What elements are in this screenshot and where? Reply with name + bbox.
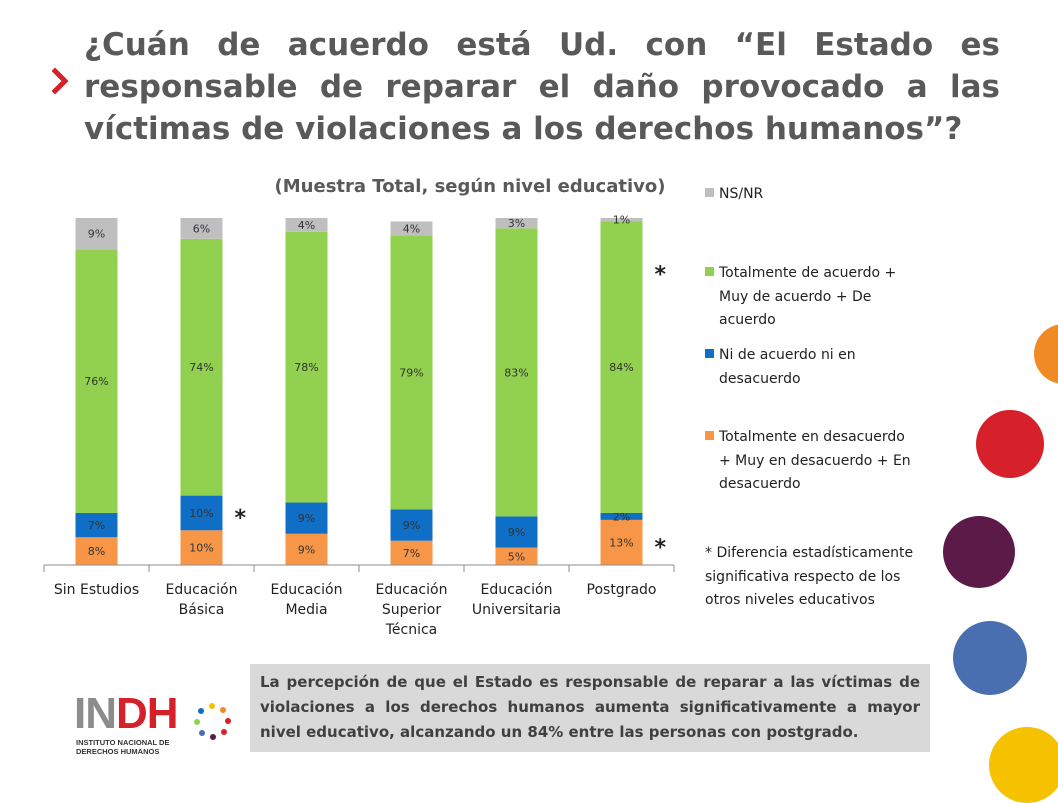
data-label-disagree-sin-estudios: 8% bbox=[88, 545, 105, 558]
bar-segment-disagree-educacion-media bbox=[285, 533, 328, 565]
title-chevron-icon bbox=[52, 67, 69, 95]
data-label-ns-nr-educacion-superior-tecnica: 4% bbox=[403, 222, 420, 235]
stacked-bar-chart: 8% 7% 76% 9% 10% 10% 74% 6% 9% 9% 78% 4% 7% 9% 79% 4% 5%… bbox=[43, 214, 675, 638]
data-label-agree-postgrado: 84% bbox=[609, 361, 633, 374]
logo-dots-icon bbox=[194, 703, 231, 740]
bar-segment-agree-educacion-basica bbox=[180, 238, 223, 496]
significance-asterisk-postgrado-disagree: * bbox=[655, 535, 667, 560]
legend-label: Totalmente en desacuerdo + Muy en desacu… bbox=[719, 429, 911, 492]
legend-swatch-agree bbox=[705, 267, 714, 276]
bar-segment-neutral-educacion-universitaria bbox=[495, 516, 538, 548]
data-label-neutral-postgrado: 2% bbox=[613, 510, 630, 523]
bar-segment-disagree-educacion-superior-tecnica bbox=[390, 540, 433, 565]
bar-segment-disagree-educacion-basica bbox=[180, 530, 223, 565]
bar-segment-ns-nr-educacion-basica bbox=[180, 218, 223, 239]
bar-segment-ns-nr-postgrado bbox=[600, 218, 643, 222]
data-label-agree-sin-estudios: 76% bbox=[84, 375, 108, 388]
x-tick-label-postgrado: Postgrado bbox=[587, 582, 657, 598]
data-label-ns-nr-educacion-basica: 6% bbox=[193, 222, 210, 235]
data-label-agree-educacion-basica: 74% bbox=[189, 361, 213, 374]
deco-circle-red bbox=[976, 410, 1044, 478]
x-tick-label-educacion-media: Educación bbox=[271, 582, 343, 598]
data-label-agree-educacion-media: 78% bbox=[294, 361, 318, 374]
bar-segment-neutral-postgrado bbox=[600, 512, 643, 520]
data-label-ns-nr-sin-estudios: 9% bbox=[88, 228, 105, 241]
x-tick-label-educacion-superior-tecnica: Educación bbox=[376, 582, 448, 598]
bar-segment-agree-educacion-media bbox=[285, 231, 328, 503]
bar-segment-ns-nr-sin-estudios bbox=[75, 218, 118, 250]
legend-swatch-disagree bbox=[705, 431, 714, 440]
chart-subtitle: (Muestra Total, según nivel educativo) bbox=[274, 176, 666, 197]
bar-segment-neutral-educacion-basica bbox=[180, 495, 223, 531]
bar-segment-ns-nr-educacion-media bbox=[285, 218, 328, 232]
bar-segment-disagree-postgrado bbox=[600, 519, 643, 565]
x-tick-label-educacion-basica: Básica bbox=[179, 602, 225, 618]
conclusion-note: La percepción de que el Estado es respon… bbox=[250, 664, 930, 752]
legend-label: NS/NR bbox=[719, 186, 764, 202]
x-tick-label-educacion-superior-tecnica: Técnica bbox=[385, 622, 438, 638]
bar-segment-neutral-sin-estudios bbox=[75, 512, 118, 538]
deco-circle-orange bbox=[1034, 324, 1058, 384]
x-tick-label-educacion-superior-tecnica: Superior bbox=[382, 602, 441, 618]
x-tick-label-educacion-media: Media bbox=[285, 602, 327, 618]
legend-label: Ni de acuerdo ni en desacuerdo bbox=[719, 347, 856, 387]
x-tick-label-sin-estudios: Sin Estudios bbox=[54, 582, 139, 598]
data-label-ns-nr-educacion-universitaria: 3% bbox=[508, 217, 525, 230]
data-label-disagree-educacion-superior-tecnica: 7% bbox=[403, 547, 420, 560]
bar-segment-ns-nr-educacion-superior-tecnica bbox=[390, 221, 433, 236]
logo-subtitle: INSTITUTO NACIONAL DE DERECHOS HUMANOS bbox=[76, 738, 170, 756]
logo-wordmark: INDH bbox=[74, 689, 179, 738]
indh-logo: INDH INSTITUTO NACIONAL DE DERECHOS HUMA… bbox=[74, 692, 234, 762]
significance-footnote: * Diferencia estadísticamente significat… bbox=[705, 545, 914, 608]
bar-segment-ns-nr-educacion-universitaria bbox=[495, 218, 538, 229]
data-label-disagree-postgrado: 13% bbox=[609, 536, 633, 549]
x-tick-label-educacion-universitaria: Educación bbox=[481, 582, 553, 598]
bar-segment-disagree-sin-estudios bbox=[75, 537, 118, 565]
data-label-disagree-educacion-basica: 10% bbox=[189, 542, 213, 555]
legend-swatch-neutral bbox=[705, 349, 714, 358]
data-label-agree-educacion-superior-tecnica: 79% bbox=[399, 366, 423, 379]
data-label-neutral-educacion-media: 9% bbox=[298, 512, 315, 525]
page-title: ¿Cuán de acuerdo está Ud. con “El Estado… bbox=[84, 27, 1000, 147]
bar-segment-neutral-educacion-superior-tecnica bbox=[390, 509, 433, 541]
deco-circle-purple bbox=[943, 516, 1015, 588]
significance-asterisk-educacion-basica-neutral: * bbox=[235, 506, 247, 531]
x-tick-label-educacion-basica: Educación bbox=[166, 582, 238, 598]
bar-segment-neutral-educacion-media bbox=[285, 502, 328, 534]
x-tick-label-educacion-universitaria: Universitaria bbox=[472, 602, 561, 618]
data-label-neutral-sin-estudios: 7% bbox=[88, 519, 105, 532]
bar-segment-agree-postgrado bbox=[600, 221, 643, 513]
data-label-ns-nr-educacion-media: 4% bbox=[298, 219, 315, 232]
deco-circle-yellow bbox=[989, 727, 1058, 803]
data-label-neutral-educacion-universitaria: 9% bbox=[508, 526, 525, 539]
bar-segment-agree-sin-estudios bbox=[75, 249, 118, 513]
data-label-disagree-educacion-universitaria: 5% bbox=[508, 550, 525, 563]
legend-swatch-ns-nr bbox=[705, 188, 714, 197]
bar-segment-agree-educacion-superior-tecnica bbox=[390, 235, 433, 510]
data-label-neutral-educacion-basica: 10% bbox=[189, 507, 213, 520]
bar-segment-disagree-educacion-universitaria bbox=[495, 547, 538, 565]
bar-segment-agree-educacion-universitaria bbox=[495, 228, 538, 517]
data-label-agree-educacion-universitaria: 83% bbox=[504, 366, 528, 379]
data-label-neutral-educacion-superior-tecnica: 9% bbox=[403, 519, 420, 532]
data-label-ns-nr-postgrado: 1% bbox=[613, 214, 630, 227]
significance-asterisk-postgrado-agree: * bbox=[655, 262, 667, 287]
legend-label: Totalmente de acuerdo + Muy de acuerdo +… bbox=[719, 265, 897, 328]
deco-circle-blue bbox=[953, 621, 1027, 695]
data-label-disagree-educacion-media: 9% bbox=[298, 543, 315, 556]
